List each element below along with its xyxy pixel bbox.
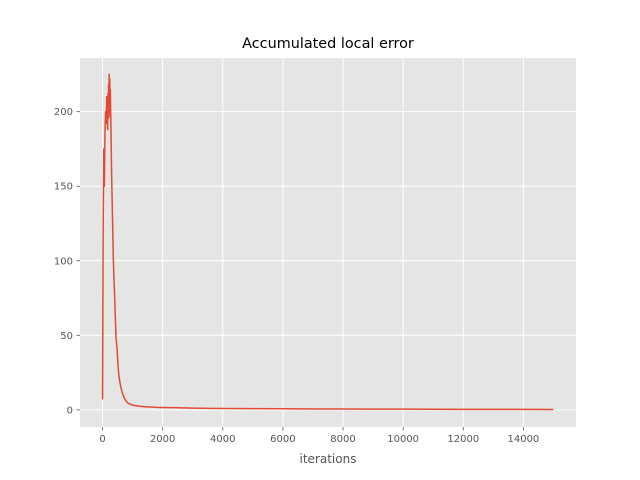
y-tick-label: 0 — [67, 405, 73, 416]
y-tick-label: 50 — [60, 331, 73, 342]
x-tick-label: 8000 — [330, 434, 355, 445]
chart-title: Accumulated local error — [242, 36, 414, 52]
y-tick-label: 150 — [54, 182, 73, 193]
series-line — [101, 73, 554, 411]
plot-area — [80, 58, 576, 427]
x-tick-label: 12000 — [447, 434, 479, 445]
x-tick-label: 10000 — [387, 434, 419, 445]
ticks: 0 2000 4000 6000 8000 10000 12000 14000 0 50 100 15… — [54, 107, 539, 445]
x-tick-label: 2000 — [150, 434, 175, 445]
x-tick-label: 4000 — [210, 434, 235, 445]
y-tick-label: 100 — [54, 256, 73, 267]
grid — [80, 58, 576, 427]
x-tick-label: 6000 — [270, 434, 295, 445]
y-tick-label: 200 — [54, 107, 73, 118]
x-tick-label: 14000 — [507, 434, 539, 445]
x-axis-label: iterations — [300, 452, 357, 466]
x-tick-label: 0 — [99, 434, 105, 445]
